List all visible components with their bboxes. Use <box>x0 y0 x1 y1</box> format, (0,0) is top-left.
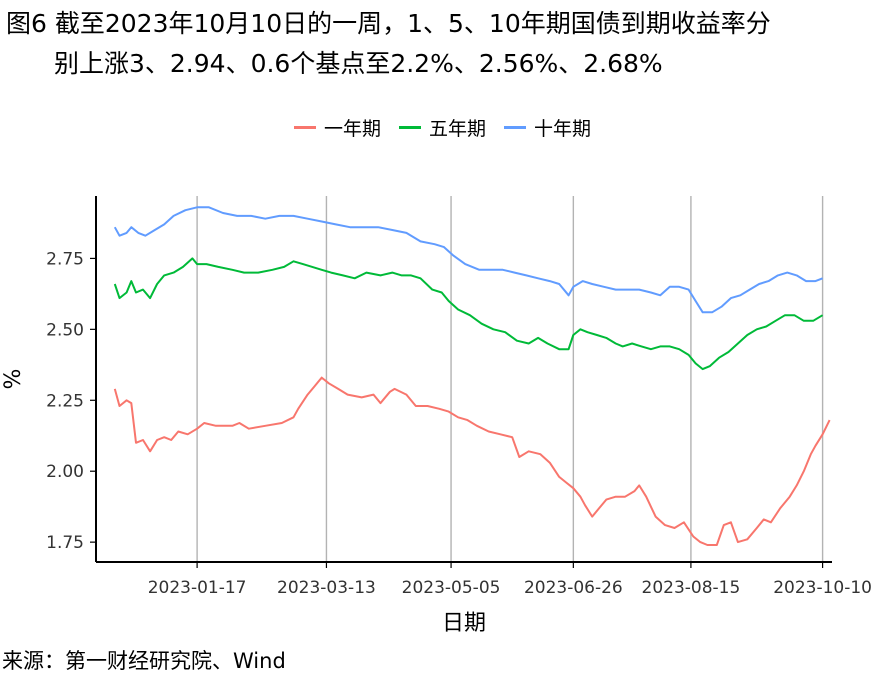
x-axis-label: 日期 <box>442 611 486 636</box>
legend-swatch-1y <box>293 126 316 129</box>
y-tick-label: 2.50 <box>46 320 84 340</box>
series-line-1y <box>113 376 831 546</box>
chart-title: 图6 截至2023年10月10日的一周，1、5、10年期国债到期收益率分 别上涨… <box>6 4 881 84</box>
grid-lines <box>196 196 824 562</box>
series-line-10y <box>113 206 823 314</box>
legend-label-5y: 五年期 <box>428 118 486 140</box>
series-lines <box>113 206 831 546</box>
legend-item-1y: 一年期 <box>293 114 381 141</box>
series-line-5y <box>113 257 824 371</box>
y-tick-label: 2.25 <box>46 391 84 411</box>
y-tick-label: 2.75 <box>46 249 84 269</box>
x-tick-label: 2023-08-15 <box>642 578 741 598</box>
tick-labels: 2023-01-17 2023-03-13 2023-05-05 2023-06-26… <box>46 249 872 598</box>
chart-title-line2: 别上涨3、2.94、0.6个基点至2.2%、2.56%、2.68% <box>54 49 663 78</box>
y-tick-label: 2.00 <box>46 462 84 482</box>
chart-title-line1: 图6 截至2023年10月10日的一周，1、5、10年期国债到期收益率分 <box>6 9 771 38</box>
x-tick-label: 2023-01-17 <box>148 578 247 598</box>
legend-swatch-5y <box>398 126 421 129</box>
x-tick-label: 2023-10-10 <box>773 578 872 598</box>
x-tick-label: 2023-05-05 <box>402 578 501 598</box>
y-axis-label: % <box>1 369 26 390</box>
axes <box>90 196 832 568</box>
x-tick-label: 2023-06-26 <box>524 578 623 598</box>
legend-item-10y: 十年期 <box>504 114 591 141</box>
legend-label-10y: 十年期 <box>534 118 592 140</box>
legend-label-1y: 一年期 <box>323 118 381 140</box>
source-note: 来源：第一财经研究院、Wind <box>2 649 286 673</box>
y-tick-label: 1.75 <box>46 533 84 553</box>
legend-item-5y: 五年期 <box>398 114 486 141</box>
legend-swatch-10y <box>504 126 526 129</box>
chart-legend: 一年期 五年期 十年期 <box>0 114 885 141</box>
x-tick-label: 2023-03-13 <box>277 578 376 598</box>
